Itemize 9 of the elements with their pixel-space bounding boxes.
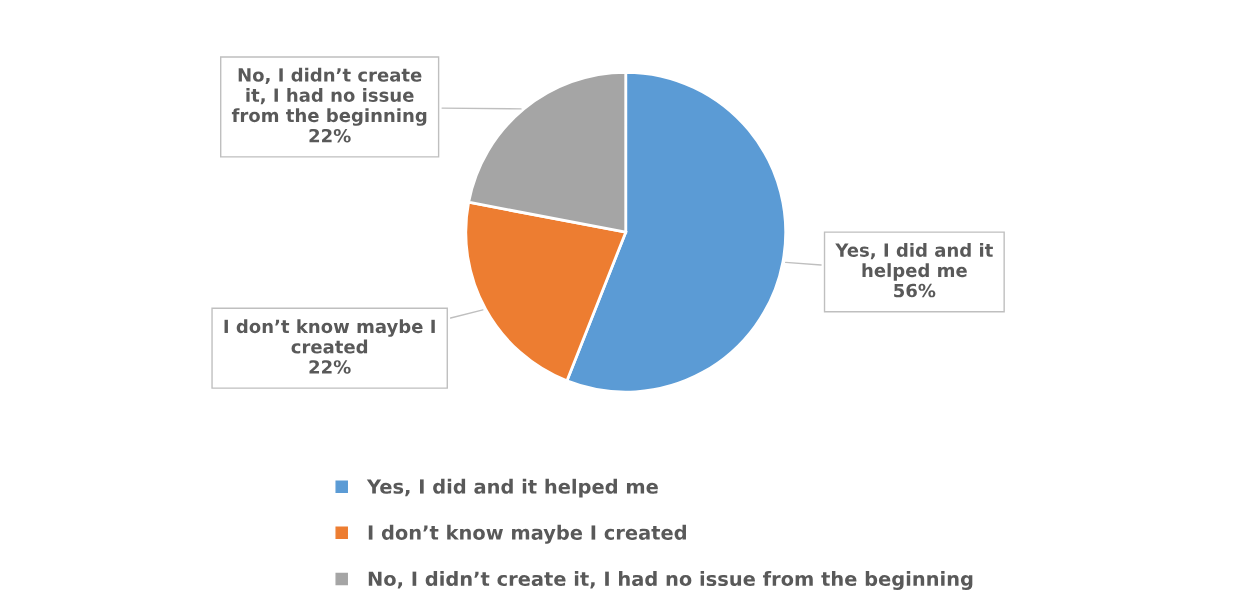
slice-label: Yes, I did and it helped me bbox=[835, 242, 993, 281]
data-label: 56% bbox=[894, 283, 936, 298]
legend-label: Yes, I did and it helped me bbox=[366, 478, 658, 498]
slice-label: I don’t know maybe I created bbox=[224, 319, 435, 354]
legend-label: No, I didn’t create it, I had no issue from the beginning bbox=[368, 571, 973, 591]
data-label: 22% bbox=[309, 360, 351, 374]
legend-label: I don’t know maybe I created bbox=[368, 524, 686, 544]
data-label: 22% bbox=[309, 128, 351, 143]
slice-label: No, I didn’t create it, I had no issue from the beginning bbox=[231, 67, 427, 126]
